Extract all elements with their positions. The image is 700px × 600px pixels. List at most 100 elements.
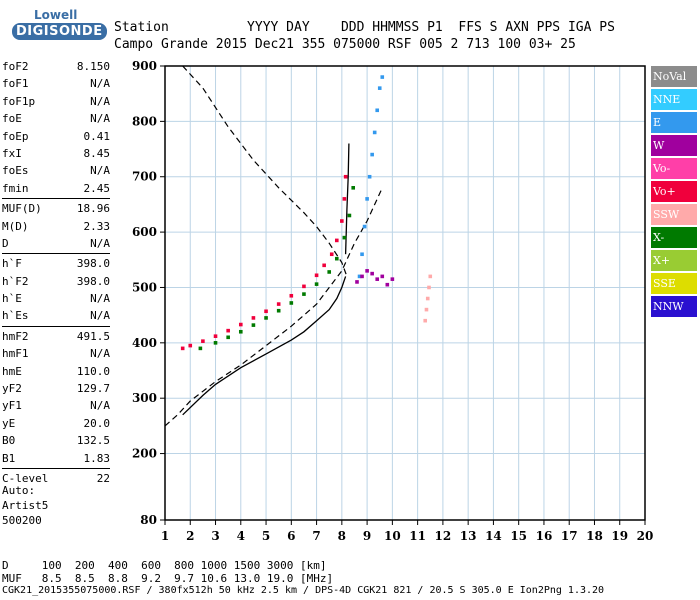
legend-item-nne: NNE (651, 89, 697, 110)
param-name: yF1 (2, 399, 22, 413)
param-value: 22 (96, 471, 110, 485)
param-value: N/A (90, 94, 110, 108)
y-tick-label: 500 (132, 280, 157, 294)
echo-point (372, 130, 377, 135)
legend-item-noval: NoVal (651, 66, 697, 87)
echo-point (355, 280, 359, 284)
echo-point (370, 271, 374, 276)
echo-point (314, 273, 319, 278)
x-tick-label: 13 (460, 529, 477, 543)
auto-version: 500200 (2, 514, 42, 527)
footer-file-info: CGK21_2015355075000.RSF / 380fx512h 50 k… (2, 585, 605, 596)
y-tick-label: 800 (132, 114, 157, 128)
param-value: 132.5 (76, 434, 110, 448)
echo-point (357, 274, 362, 279)
param-value: 8.150 (76, 60, 110, 73)
x-tick-label: 10 (384, 529, 401, 543)
param-row: hmF2 491.5 (2, 328, 110, 345)
x-tick-label: 8 (338, 529, 346, 543)
polarization-legend: NoVal NNE E W Vo- Vo+ SSW X- X+ SSE NNW (651, 66, 697, 319)
echo-point (424, 307, 429, 312)
param-name: h`E (2, 292, 22, 306)
echo-point (329, 252, 334, 257)
x-tick-label: 5 (262, 529, 270, 543)
echo-point (213, 334, 218, 338)
param-row: fxI 8.45 (2, 145, 110, 162)
legend-item-sse: SSE (651, 273, 697, 294)
param-name: M(D) (2, 219, 29, 233)
param-row: yE 20.0 (2, 415, 110, 432)
x-tick-label: 3 (211, 529, 219, 543)
param-value: N/A (90, 292, 110, 306)
x-tick-label: 7 (312, 529, 320, 543)
y-tick-label: 900 (132, 59, 157, 73)
echo-point (343, 174, 348, 179)
y-tick-label: 300 (132, 391, 157, 405)
param-row: fmin 2.45 (2, 180, 110, 197)
plot-frame (164, 65, 646, 521)
echo-point (427, 285, 431, 290)
param-value: N/A (90, 347, 110, 361)
param-name: yF2 (2, 382, 22, 396)
param-row: yF1 N/A (2, 397, 110, 414)
echo-point (226, 328, 230, 333)
param-row: B0 132.5 (2, 432, 110, 449)
legend-item-xminus: X- (651, 227, 697, 248)
y-tick-label: 80 (140, 513, 157, 527)
header-row2: Campo Grande 2015 Dec21 355 075000 RSF 0… (114, 37, 576, 52)
logo-line1: Lowell (34, 8, 78, 22)
param-name: foEs (2, 164, 29, 178)
param-row: foF1 N/A (2, 75, 110, 92)
echo-point (380, 274, 385, 279)
param-name: h`Es (2, 309, 29, 323)
param-value: 8.45 (83, 146, 111, 160)
legend-item-nnw: NNW (651, 296, 697, 317)
echo-point (213, 341, 218, 345)
x-tick-label: 11 (409, 529, 426, 543)
param-value: 398.0 (76, 274, 110, 288)
echo-point (226, 335, 230, 340)
param-name: D (2, 236, 9, 250)
param-row: M(D) 2.33 (2, 218, 110, 235)
x-tick-label: 14 (485, 529, 502, 543)
param-value: 2.45 (83, 181, 111, 195)
param-row: hmE 110.0 (2, 363, 110, 380)
x-tick-label: 16 (536, 529, 553, 543)
echo-point (251, 323, 256, 327)
x-tick-label: 15 (510, 529, 527, 543)
param-row: foF1p N/A (2, 93, 110, 110)
param-name: foF1p (2, 94, 36, 108)
dashed-model-curve-upper (182, 65, 348, 277)
echo-point (377, 86, 382, 90)
x-tick-label: 9 (363, 529, 371, 543)
param-value: 491.5 (76, 329, 110, 343)
y-tick-label: 700 (132, 170, 157, 184)
echo-point (198, 346, 203, 351)
legend-item-ssw: SSW (651, 204, 697, 225)
param-value: 1.83 (83, 451, 111, 465)
param-value: N/A (90, 399, 110, 413)
dashed-model-curve (164, 187, 383, 427)
echo-point (314, 282, 319, 286)
echo-point (302, 284, 306, 289)
y-tick-label: 400 (132, 336, 157, 350)
legend-item-e: E (651, 112, 697, 133)
echo-point (188, 343, 193, 348)
param-name: hmF2 (2, 329, 29, 343)
param-separator (2, 467, 110, 469)
footer-muf-row: MUF 8.5 8.5 8.8 9.2 9.7 10.6 13.0 19.0 [… (2, 572, 334, 585)
footer-distance-row: D 100 200 400 600 800 1000 1500 3000 [km… (2, 559, 327, 572)
legend-item-w: W (651, 135, 697, 156)
echo-point (360, 274, 364, 279)
electron-density-profile-upper (344, 143, 350, 255)
echo-point (289, 301, 294, 305)
echo-point (375, 108, 380, 113)
x-tick-label: 2 (186, 529, 194, 543)
param-row: foEp 0.41 (2, 128, 110, 145)
echo-point (347, 213, 352, 218)
param-value: N/A (90, 309, 110, 323)
echo-point (322, 263, 326, 268)
digisonde-logo: Lowell DIGISONDE (8, 8, 107, 48)
x-tick-label: 19 (611, 529, 628, 543)
x-tick-label: 12 (435, 529, 452, 543)
